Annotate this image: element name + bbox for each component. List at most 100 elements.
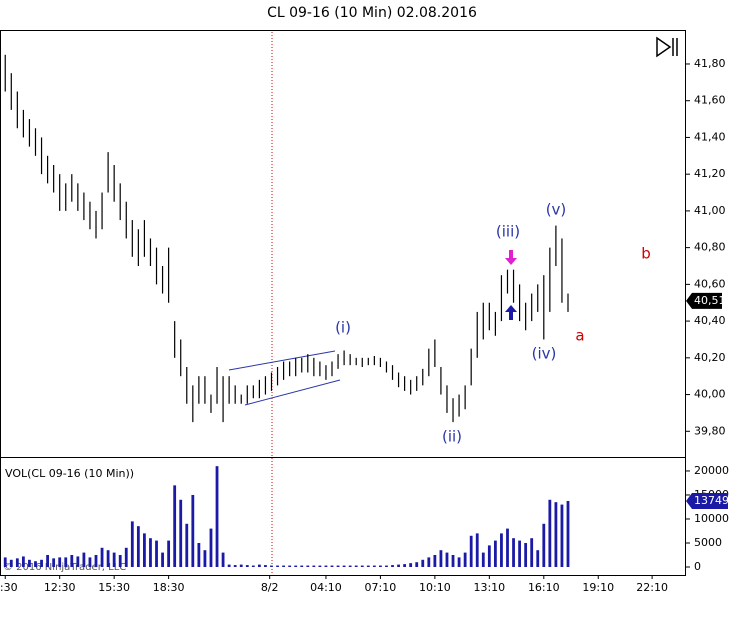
volume-bar [360,565,364,567]
trend-line [244,379,341,406]
volume-bar [348,565,352,567]
volume-bar [330,565,334,567]
volume-bar [391,565,394,567]
volume-bar [306,565,310,567]
volume-bar [64,557,68,567]
volume-bar [185,523,189,567]
end-icon[interactable] [656,36,678,58]
y-tick-label: 20000 [694,464,729,477]
y-tick-label: 41,20 [694,167,726,180]
wave-label: a [575,327,584,345]
volume-bar [40,559,43,567]
last-volume-badge [686,492,728,509]
volume-bar [179,499,183,567]
volume-bar [130,521,134,567]
y-tick-label: 40,60 [694,277,726,290]
volume-bar [112,552,116,567]
volume-bar [257,564,261,567]
volume-bar [28,559,31,567]
volume-bar [76,556,80,567]
volume-bar [530,538,534,567]
volume-bar [469,535,473,567]
x-tick-label: 9:30 [0,581,18,594]
volume-bar [536,550,540,567]
volume-bar [366,565,370,567]
x-tick-label: 07:10 [365,581,397,594]
volume-bar [233,565,237,567]
volume-bar [457,557,461,567]
volume-bar [9,559,13,567]
volume-bar [427,557,431,567]
wave-label: (iii) [496,223,520,241]
volume-bar [245,565,249,567]
volume-bar [560,504,564,567]
last-price-label: 40,51 [694,294,726,307]
x-tick-label: 12:30 [44,581,76,594]
volume-bar [554,502,558,567]
volume-bar [118,554,122,567]
volume-bar [58,557,62,567]
y-tick-label: 0 [694,560,701,573]
wave-label: (v) [546,201,567,219]
volume-bar [34,561,37,567]
volume-bar [385,565,388,567]
y-tick-label: 41,80 [694,57,726,70]
volume-bar [403,564,407,567]
volume-bar [21,556,25,567]
volume-bar [548,499,552,567]
play-icon[interactable] [656,36,672,58]
volume-bar [475,533,479,567]
volume-bar [155,540,158,567]
x-tick-label: 10:10 [419,581,451,594]
volume-bar [264,565,267,567]
volume-bar [136,526,140,567]
volume-bar [100,547,104,567]
volume-bar [209,528,213,567]
volume-bar [542,523,546,567]
y-tick-label: 40,20 [694,351,726,364]
volume-title: VOL(CL 09-16 (10 Min)) [5,467,134,480]
volume-bar [512,538,515,567]
volume-bar [463,552,467,567]
volume-bar [197,542,201,567]
volume-bar [88,557,92,567]
volume-bar [481,552,485,567]
volume-bar [342,565,346,567]
y-tick-label: 10000 [694,512,729,525]
volume-bar [493,540,497,567]
volume-bar [221,552,225,567]
volume-bar [82,552,86,567]
volume-bar [270,565,273,567]
volume-bar [167,540,171,567]
volume-bar [294,565,298,567]
volume-bar [415,562,419,567]
volume-bar [445,552,449,567]
volume-bar [282,565,285,567]
x-tick-label: 19:10 [582,581,614,594]
wave-label: (iv) [532,345,557,363]
last-price-badge [686,292,722,309]
x-tick-label: 15:30 [98,581,130,594]
x-tick-label: 16:10 [528,581,560,594]
volume-bar [173,485,177,567]
volume-bar [94,554,98,567]
y-tick-label: 41,40 [694,130,726,143]
last-volume-label: 13749 [694,494,729,507]
volume-bar [3,557,7,567]
volume-bar [524,542,528,567]
x-tick-label: 18:30 [153,581,185,594]
volume-bar [518,540,521,567]
volume-bar [451,554,455,567]
volume-bar [566,500,570,567]
volume-bar [318,565,322,567]
trend-line [228,350,336,371]
volume-bar [439,550,443,567]
y-tick-label: 40,00 [694,388,726,401]
volume-bar [312,565,316,567]
volume-bar [239,564,243,567]
x-tick-label: 22:10 [636,581,668,594]
y-tick-label: 41,00 [694,204,726,217]
volume-panel [0,457,686,576]
